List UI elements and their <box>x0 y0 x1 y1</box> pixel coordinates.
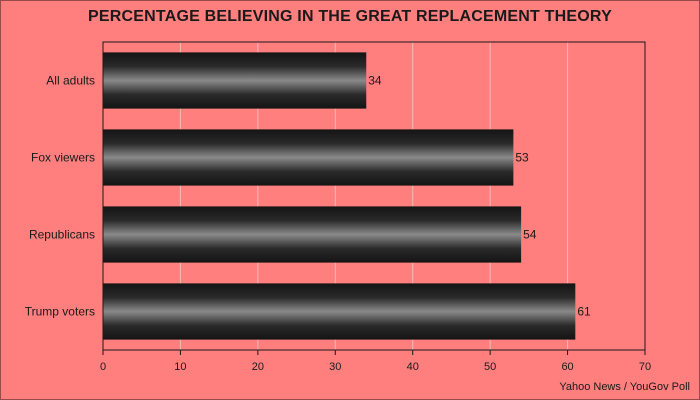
source-note: Yahoo News / YouGov Poll <box>559 381 690 393</box>
x-axis-ticks: 0 10 20 30 40 50 60 70 <box>100 350 651 373</box>
x-tick-label: 50 <box>484 361 496 373</box>
bar <box>103 129 514 186</box>
bar <box>103 52 367 109</box>
category-label: Trump voters <box>25 305 95 319</box>
bar <box>103 206 522 263</box>
plot-border <box>102 41 646 351</box>
data-label: 34 <box>368 74 382 88</box>
bar <box>103 283 576 340</box>
x-tick-label: 20 <box>252 361 264 373</box>
x-tick-label: 10 <box>174 361 186 373</box>
data-label: 54 <box>523 228 537 242</box>
category-label: Fox viewers <box>31 151 95 165</box>
x-tick-label: 60 <box>561 361 573 373</box>
data-label: 53 <box>515 151 529 165</box>
bars: 34 53 54 61 <box>103 52 591 340</box>
category-label: All adults <box>46 74 95 88</box>
data-label: 61 <box>577 305 591 319</box>
category-label: Republicans <box>29 228 95 242</box>
x-tick-label: 0 <box>100 361 106 373</box>
x-tick-label: 30 <box>329 361 341 373</box>
category-labels: All adults Fox viewers Republicans Trump vo… <box>25 74 95 319</box>
chart-title: PERCENTAGE BELIEVING IN THE GREAT REPLAC… <box>88 8 612 25</box>
x-tick-label: 70 <box>639 361 651 373</box>
x-tick-label: 40 <box>407 361 419 373</box>
